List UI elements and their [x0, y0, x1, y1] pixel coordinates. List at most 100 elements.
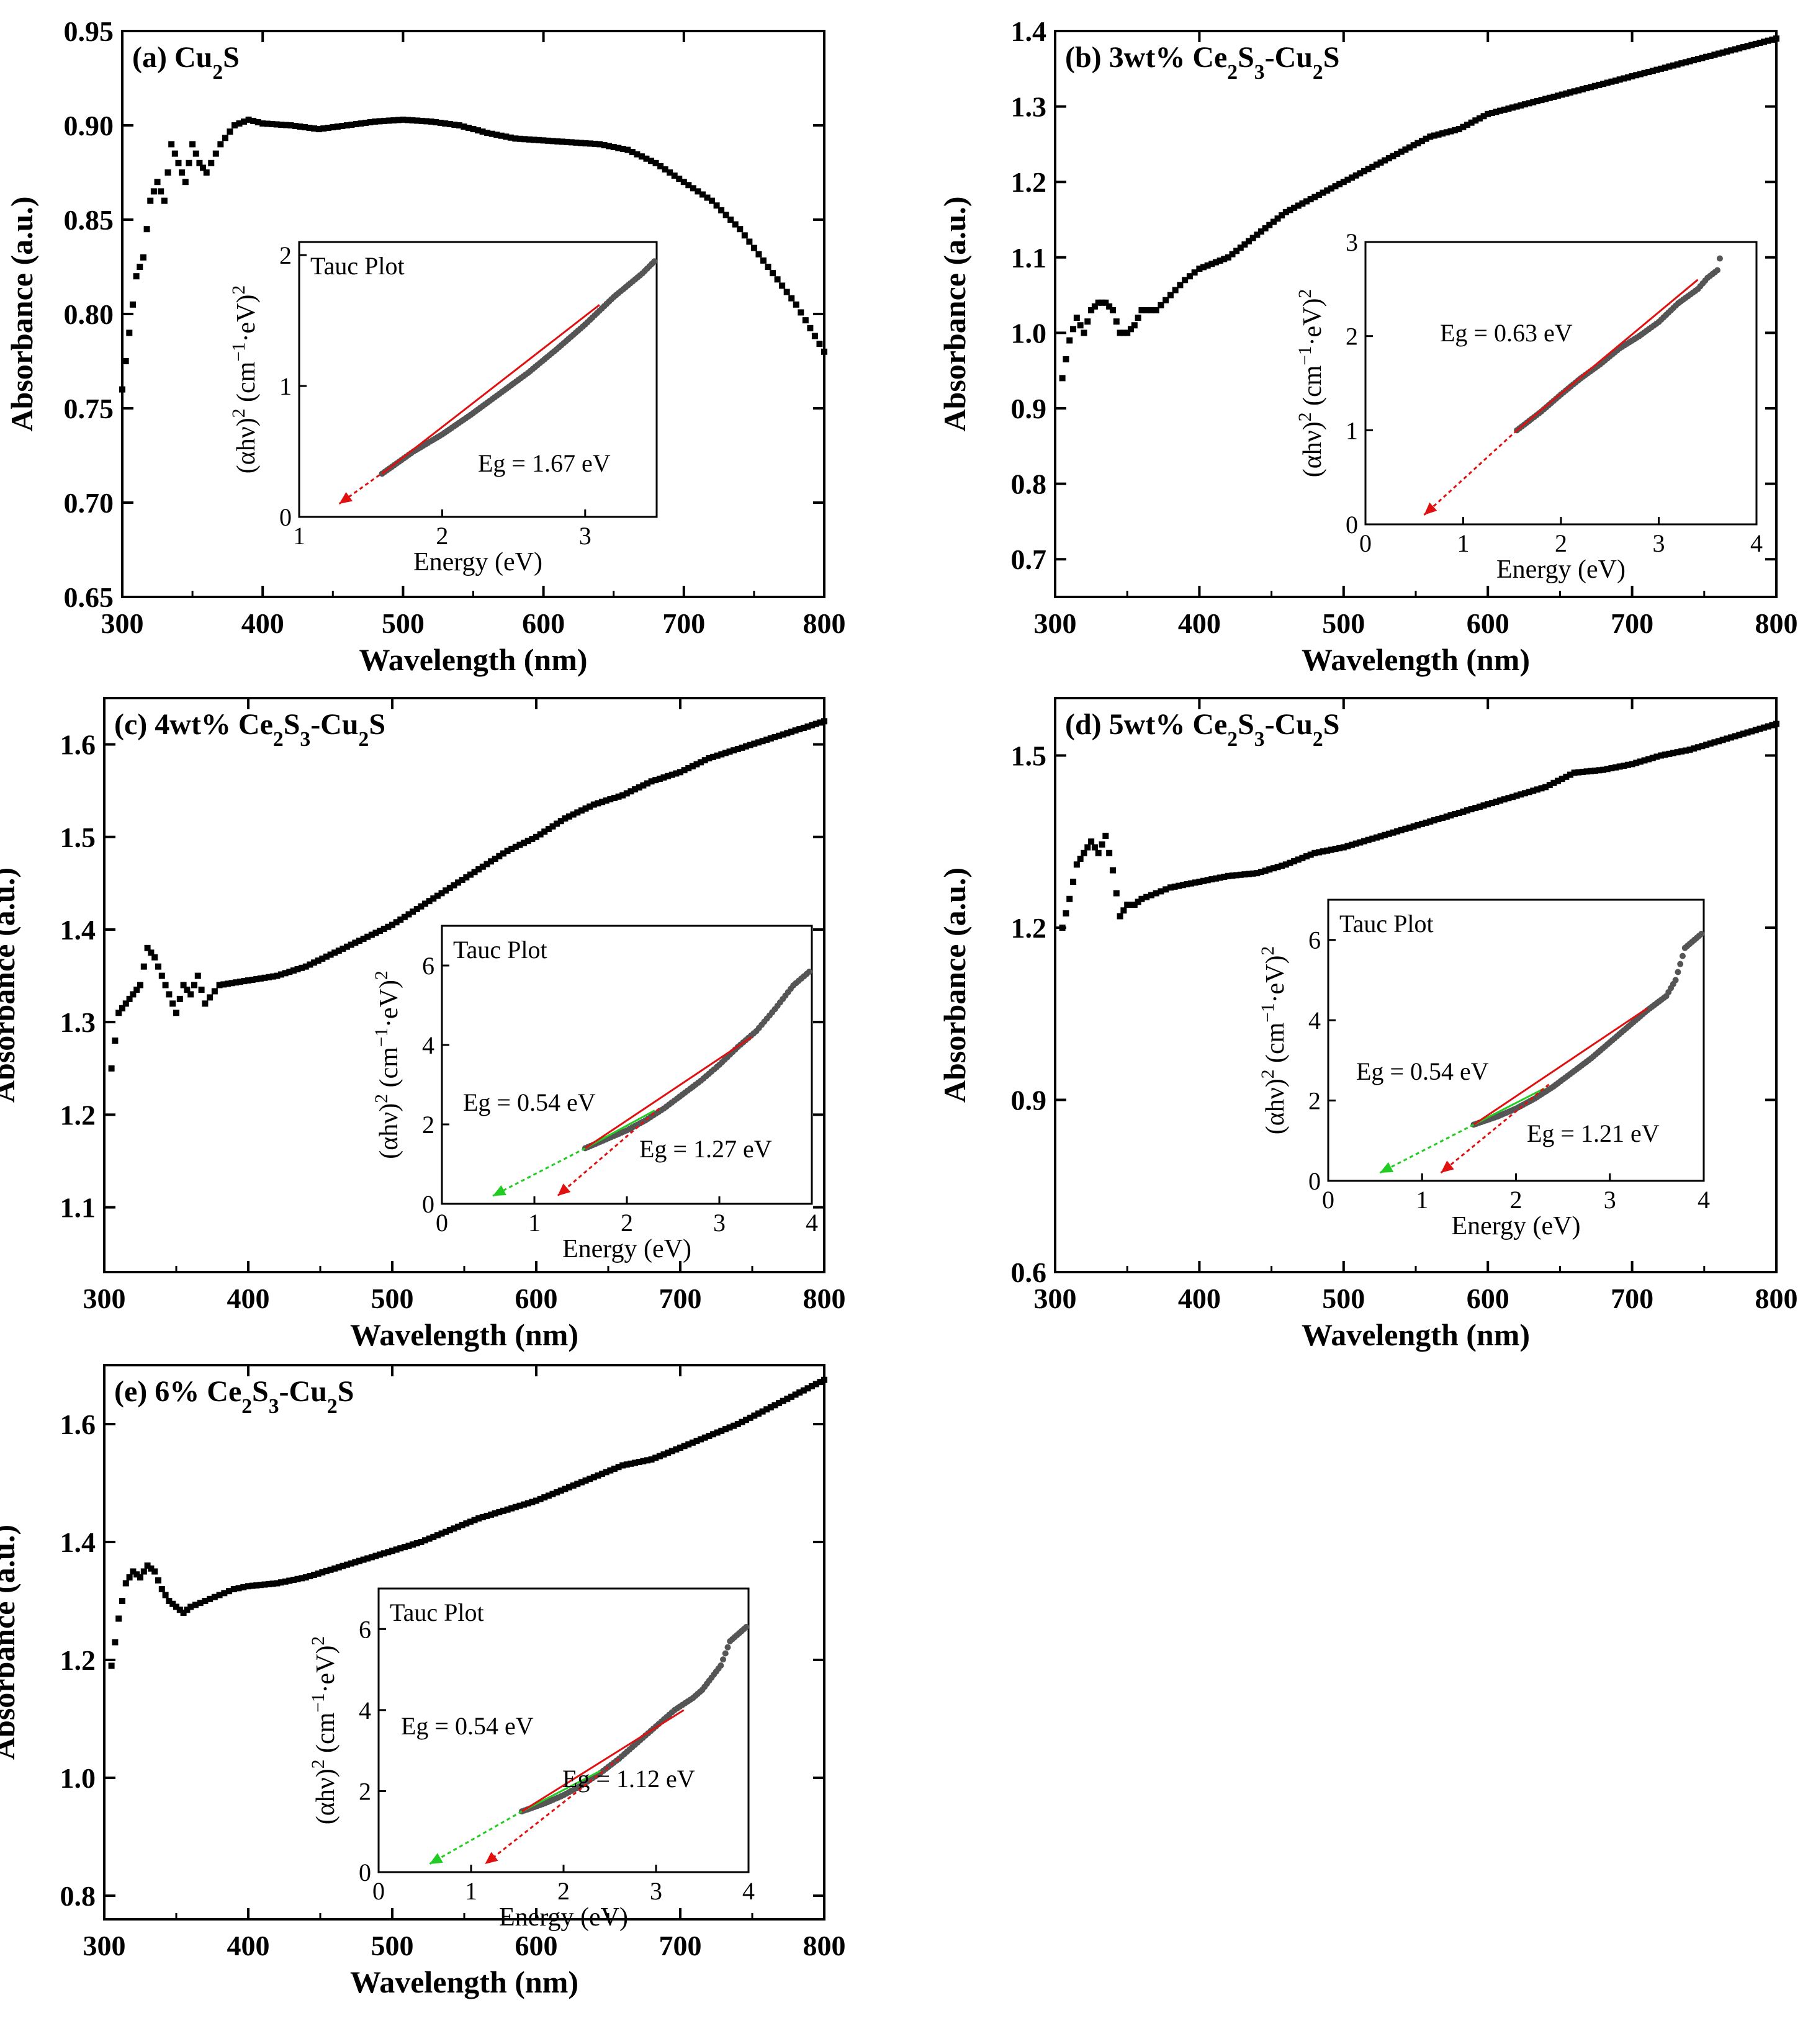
data-point — [1513, 103, 1520, 110]
data-point — [1324, 847, 1331, 854]
data-point — [648, 158, 655, 164]
data-point — [353, 120, 359, 127]
data-point — [1135, 899, 1141, 905]
data-point — [1682, 747, 1689, 754]
x-tick-label: 700 — [659, 1283, 702, 1314]
x-tick-label: 800 — [803, 607, 846, 639]
data-point — [595, 1472, 601, 1479]
data-point — [191, 982, 197, 988]
data-point — [1608, 764, 1615, 771]
data-point — [1727, 734, 1734, 741]
data-point — [1102, 299, 1109, 306]
data-point — [1555, 778, 1562, 784]
data-point — [1550, 93, 1557, 100]
data-point — [1279, 212, 1285, 219]
data-point — [601, 141, 608, 148]
data-point — [1699, 55, 1706, 61]
inset-y-axis-title-part: 2 — [229, 285, 249, 295]
data-point — [1128, 326, 1135, 333]
inset-data-point — [1716, 255, 1723, 262]
data-point — [507, 134, 514, 141]
data-point — [430, 895, 437, 902]
x-axis-title: Wavelength (nm) — [1302, 1317, 1530, 1352]
data-point — [1571, 769, 1578, 776]
data-point — [821, 1376, 827, 1383]
data-point — [1447, 128, 1454, 135]
inset-data-point — [743, 1624, 750, 1631]
data-point — [693, 761, 700, 768]
inset-y-axis-title-part: (αhν) — [312, 1768, 340, 1824]
data-point — [648, 778, 655, 785]
data-point — [587, 1476, 593, 1482]
x-tick-label: 700 — [1611, 607, 1653, 639]
data-point — [619, 1462, 626, 1469]
data-point — [557, 818, 564, 825]
data-point — [718, 751, 725, 758]
data-point — [1666, 750, 1673, 757]
data-point — [250, 117, 257, 124]
data-point — [108, 1662, 115, 1669]
data-point — [282, 1578, 289, 1585]
data-point — [249, 976, 256, 983]
data-point — [500, 850, 506, 857]
data-point — [582, 1477, 589, 1484]
data-point — [455, 879, 462, 886]
data-point — [739, 744, 745, 751]
y-tick-label: 0.80 — [64, 298, 114, 330]
data-point — [524, 1500, 531, 1507]
data-point — [426, 898, 433, 905]
data-point — [385, 923, 392, 930]
data-point — [1081, 329, 1087, 336]
data-point — [498, 132, 505, 139]
data-point — [1352, 172, 1359, 179]
data-point — [1377, 833, 1384, 840]
extrapolation-arrowhead — [1380, 1162, 1394, 1173]
inset-y-axis-title-part: −1 — [229, 342, 249, 361]
data-point — [122, 1580, 129, 1587]
data-point — [689, 1439, 696, 1446]
x-tick-label: 600 — [1467, 607, 1509, 639]
data-point — [1645, 756, 1652, 763]
data-point — [652, 159, 659, 166]
data-point — [1608, 78, 1615, 85]
data-point — [1476, 804, 1483, 810]
data-point — [1658, 752, 1665, 759]
data-point — [148, 949, 155, 956]
data-point — [1621, 763, 1627, 769]
data-point — [665, 1450, 672, 1456]
data-point — [1063, 356, 1069, 362]
data-point — [1167, 292, 1174, 298]
data-point — [765, 264, 771, 270]
data-point — [404, 117, 411, 123]
data-point — [504, 848, 511, 854]
inset-y-axis-title-part: 2 — [1258, 946, 1278, 956]
data-point — [362, 119, 369, 126]
data-point — [531, 137, 537, 143]
data-point — [1106, 303, 1113, 310]
data-point — [1200, 264, 1207, 271]
data-point — [467, 1518, 474, 1525]
data-point — [1752, 727, 1759, 733]
data-point — [1694, 56, 1701, 63]
data-point — [504, 1506, 511, 1513]
data-point — [488, 1511, 495, 1518]
data-point — [1344, 843, 1351, 849]
data-point — [792, 727, 799, 734]
data-point — [278, 1579, 285, 1586]
inset-data-point — [722, 1650, 729, 1657]
data-point — [1204, 877, 1211, 884]
data-point — [259, 120, 266, 127]
data-point — [192, 1602, 199, 1608]
data-point — [1091, 844, 1098, 851]
data-point — [162, 982, 169, 988]
data-point — [269, 973, 276, 980]
data-point — [1287, 859, 1293, 866]
data-point — [1402, 825, 1409, 832]
inset-y-axis-title-part: ·eV) — [1298, 298, 1327, 346]
data-point — [549, 138, 556, 145]
panel-title-part: S — [1238, 708, 1254, 741]
data-point — [1497, 107, 1504, 114]
data-point — [1196, 879, 1203, 885]
data-point — [1674, 61, 1681, 68]
data-point — [133, 273, 140, 280]
